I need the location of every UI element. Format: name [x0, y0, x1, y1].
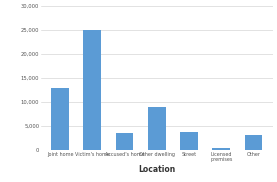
X-axis label: Location: Location: [138, 165, 175, 174]
Bar: [148, 107, 166, 150]
Bar: [83, 30, 101, 150]
Bar: [116, 133, 134, 150]
Bar: [245, 135, 262, 150]
Bar: [212, 148, 230, 150]
Bar: [180, 132, 198, 150]
Bar: [51, 88, 69, 150]
